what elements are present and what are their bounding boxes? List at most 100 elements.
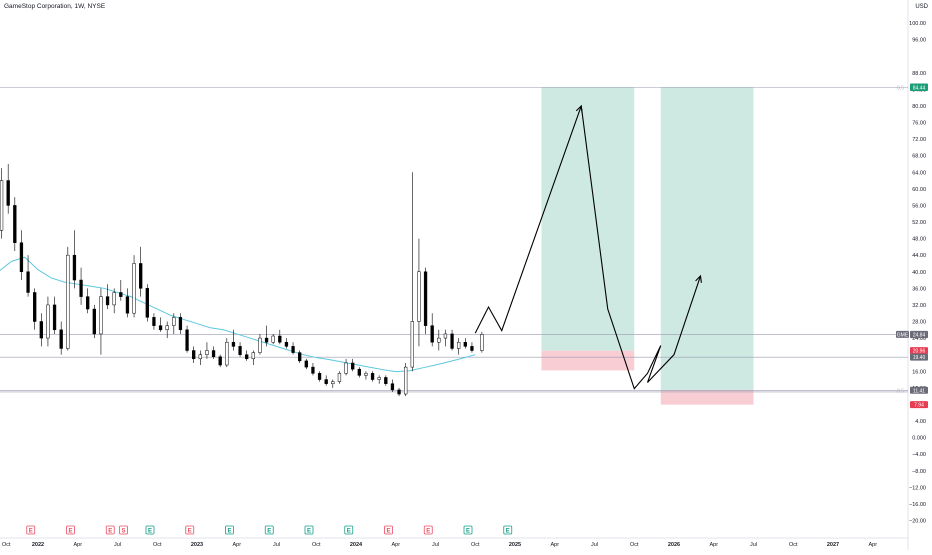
y-tick-label: 16.00 bbox=[912, 369, 926, 375]
x-tick-label: Jul bbox=[114, 542, 121, 548]
candle-body bbox=[13, 205, 17, 243]
position-profit-zone bbox=[660, 87, 754, 391]
candle-body bbox=[311, 366, 315, 374]
candle-body bbox=[317, 373, 322, 380]
candle-body bbox=[258, 337, 262, 353]
candle-body bbox=[384, 377, 388, 384]
y-tick-label: −8.00 bbox=[912, 469, 926, 475]
x-tick-label: Apr bbox=[709, 542, 718, 548]
y-tick-label: 28.00 bbox=[912, 320, 926, 326]
candle-body bbox=[218, 356, 222, 366]
x-tick-label: Oct bbox=[789, 542, 798, 548]
y-tick-label: 88.00 bbox=[912, 71, 926, 77]
x-tick-label: Oct bbox=[312, 542, 321, 548]
price-label-text: 7.94 bbox=[914, 403, 924, 409]
candle-body bbox=[404, 366, 408, 395]
level-tag: 0.5 bbox=[897, 388, 904, 394]
event-marker bbox=[105, 525, 115, 535]
candle-body bbox=[92, 308, 96, 335]
event-marker-letter: E bbox=[148, 529, 152, 535]
event-marker bbox=[225, 525, 234, 535]
event-marker bbox=[384, 525, 393, 535]
event-marker bbox=[423, 525, 433, 535]
candle-body bbox=[430, 325, 434, 343]
x-tick-label: Jul bbox=[432, 542, 439, 548]
x-tick-label: 2026 bbox=[668, 542, 680, 548]
price-label-bg bbox=[910, 347, 928, 355]
candle-body bbox=[198, 354, 202, 360]
event-marker bbox=[264, 525, 274, 535]
candle-body bbox=[238, 346, 242, 355]
candle-body bbox=[457, 341, 461, 349]
candle-body bbox=[480, 334, 484, 351]
candle-body bbox=[397, 389, 401, 395]
candle-body bbox=[205, 350, 209, 355]
y-tick-label: 4.00 bbox=[915, 419, 926, 425]
candle-body bbox=[59, 329, 63, 349]
event-marker-letter: E bbox=[68, 529, 72, 535]
event-marker-letter: E bbox=[426, 529, 430, 535]
candle-body bbox=[284, 341, 289, 347]
candle-body bbox=[390, 383, 395, 391]
y-tick-label: 56.00 bbox=[912, 203, 926, 209]
event-marker bbox=[185, 525, 195, 535]
event-marker-letter: E bbox=[188, 529, 192, 535]
candle-body bbox=[125, 296, 130, 314]
candle-body bbox=[99, 296, 103, 335]
candle-body bbox=[178, 317, 183, 331]
price-label-bg bbox=[910, 331, 928, 339]
x-tick-label: Oct bbox=[2, 542, 11, 548]
x-tick-label: Jul bbox=[591, 542, 598, 548]
candle-body bbox=[66, 254, 70, 349]
y-tick-label: 24.00 bbox=[912, 336, 926, 342]
y-tick-label: 64.00 bbox=[912, 170, 926, 176]
projection-arrow-head bbox=[695, 274, 702, 283]
x-tick-label: Oct bbox=[153, 542, 162, 548]
candle-body bbox=[145, 288, 149, 318]
y-tick-label: 0.000 bbox=[912, 436, 926, 442]
candle-body bbox=[331, 381, 335, 384]
y-tick-label: 40.00 bbox=[912, 270, 926, 276]
candle-body bbox=[264, 337, 269, 343]
candle-body bbox=[105, 296, 110, 306]
chart-title: GameStop Corporation, 1W, NYSE bbox=[4, 3, 106, 10]
x-tick-label: Apr bbox=[391, 542, 400, 548]
candle-body bbox=[52, 304, 57, 331]
candle-body bbox=[119, 292, 123, 297]
candle-body bbox=[192, 350, 196, 360]
y-tick-label: −20.00 bbox=[909, 519, 926, 525]
y-tick-label: −12.00 bbox=[909, 485, 926, 491]
event-marker-letter: E bbox=[386, 529, 390, 535]
candle-body bbox=[152, 317, 156, 326]
event-marker-letter: E bbox=[506, 529, 510, 535]
candle-body bbox=[46, 304, 50, 339]
price-label-text: 24.84 bbox=[913, 333, 926, 339]
projection-arrow-head bbox=[575, 104, 583, 113]
y-tick-label: 32.00 bbox=[912, 303, 926, 309]
candle-body bbox=[86, 296, 90, 310]
price-label-text: 11.41 bbox=[913, 388, 925, 394]
candle-body bbox=[139, 263, 143, 289]
candle-body bbox=[132, 263, 136, 314]
y-tick-label: −16.00 bbox=[909, 502, 926, 508]
candle-body bbox=[112, 292, 116, 306]
x-tick-label: Apr bbox=[232, 542, 241, 548]
event-marker-letter: E bbox=[466, 529, 470, 535]
y-tick-label: 48.00 bbox=[912, 237, 926, 243]
candle-body bbox=[410, 321, 414, 368]
candle-body bbox=[79, 279, 83, 297]
x-tick-label: Apr bbox=[550, 542, 559, 548]
price-label-bg bbox=[910, 353, 928, 361]
event-marker bbox=[503, 525, 513, 535]
candle-body bbox=[357, 368, 361, 376]
candle-body bbox=[364, 373, 368, 376]
x-tick-label: 2023 bbox=[191, 542, 203, 548]
candle-body bbox=[19, 242, 24, 273]
symbol-tag-text: GME bbox=[897, 332, 909, 338]
event-marker bbox=[119, 525, 128, 535]
candle-body bbox=[337, 373, 342, 382]
candle-body bbox=[417, 271, 421, 322]
candle-body bbox=[463, 341, 467, 347]
